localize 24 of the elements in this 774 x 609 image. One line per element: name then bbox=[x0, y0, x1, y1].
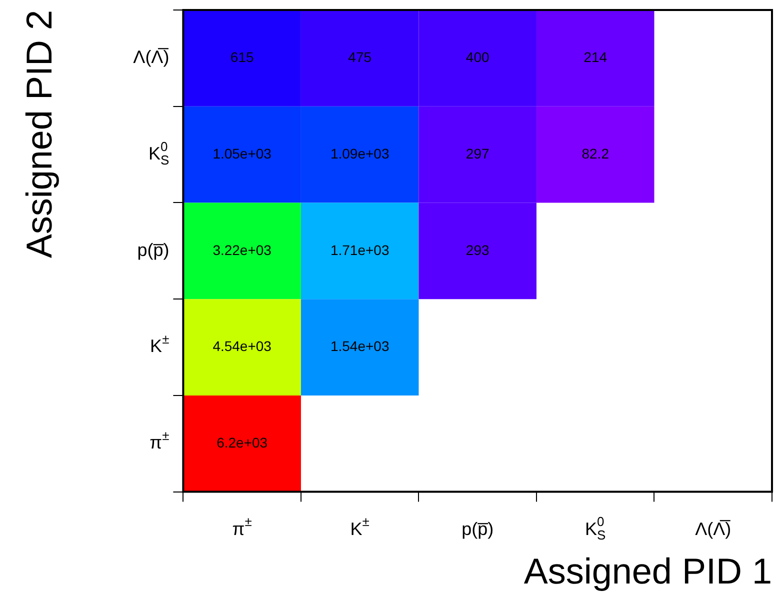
data-label: 297 bbox=[466, 145, 490, 162]
y-axis-title: Assigned PID 2 bbox=[18, 10, 60, 258]
data-label: 82.2 bbox=[582, 145, 610, 162]
x-tick-label: K± bbox=[350, 514, 370, 539]
y-tick-label: K± bbox=[150, 332, 170, 356]
x-axis-title: Assigned PID 1 bbox=[524, 550, 772, 592]
x-tick-label: π± bbox=[232, 514, 252, 539]
data-label: 615 bbox=[230, 49, 254, 66]
y-tick-label: π± bbox=[150, 428, 170, 453]
y-tick-label: Λ(Λ̅) bbox=[133, 47, 170, 68]
data-label: 400 bbox=[466, 49, 490, 66]
data-label: 475 bbox=[348, 49, 372, 66]
y-tick-label: p(p̅) bbox=[137, 240, 170, 260]
data-label: 1.05e+03 bbox=[212, 145, 272, 162]
data-label: 1.09e+03 bbox=[330, 145, 390, 162]
data-label: 3.22e+03 bbox=[212, 242, 272, 258]
data-label: 1.54e+03 bbox=[330, 338, 390, 354]
data-label: 1.71e+03 bbox=[330, 242, 390, 258]
data-label: 6.2e+03 bbox=[216, 434, 268, 450]
x-tick-label: Λ(Λ̅) bbox=[695, 518, 732, 539]
data-label: 293 bbox=[466, 242, 490, 258]
x-tick-label: p(p̅) bbox=[462, 518, 494, 539]
data-label: 4.54e+03 bbox=[212, 338, 272, 354]
data-label: 214 bbox=[584, 49, 608, 66]
